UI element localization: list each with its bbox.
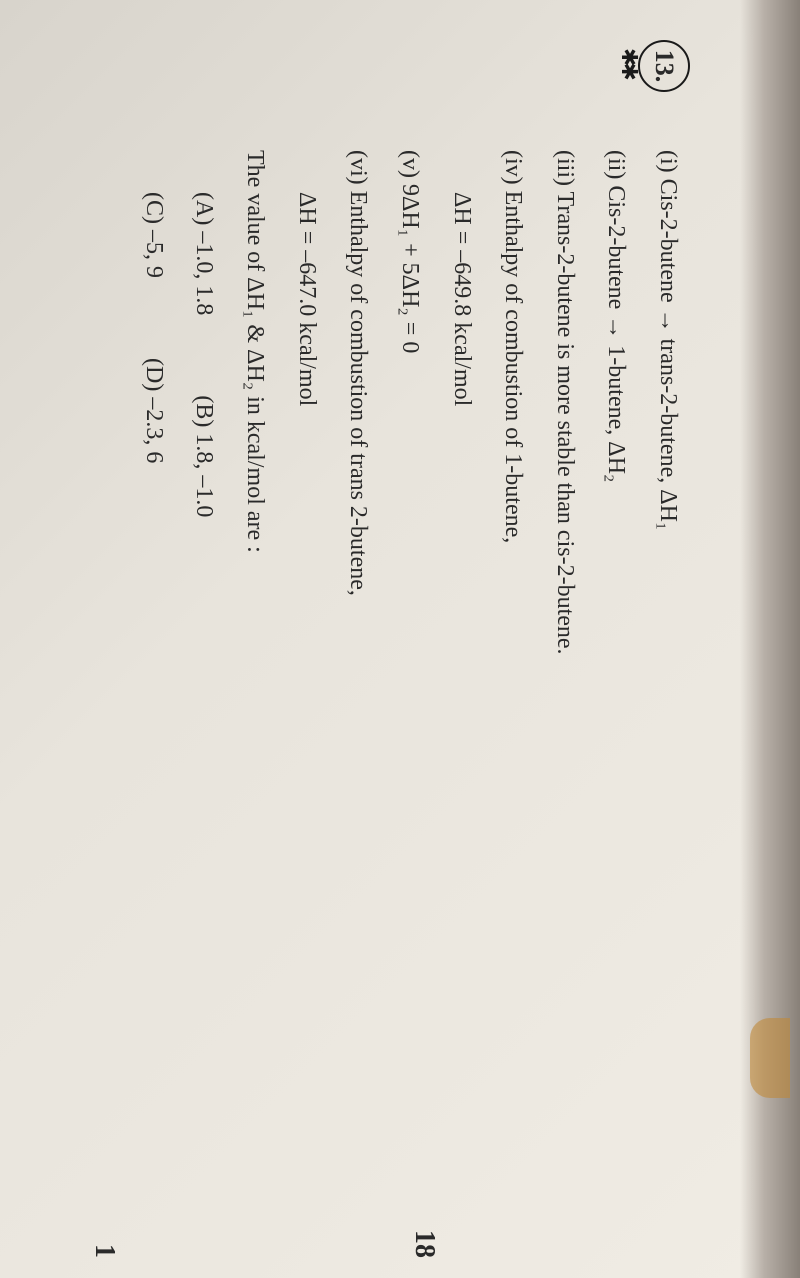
statement-iv: (iv) Enthalpy of combustion of 1-butene, xyxy=(490,150,536,1218)
statement-i: (i) Cis-2-butene → trans-2-butene, ΔH₁ xyxy=(644,150,690,1218)
statement-v: (v) 9ΔH₁ + 5ΔH₂ = 0 xyxy=(386,150,432,1218)
statement-vi: (vi) Enthalpy of combustion of trans 2-b… xyxy=(335,150,381,1218)
page-surface: 13. ✱✱ (i) Cis-2-butene → trans-2-butene… xyxy=(0,0,800,1278)
statement-ii: (ii) Cis-2-butene → 1-butene, ΔH₂ xyxy=(593,150,639,1218)
question-number: 13. xyxy=(638,40,690,92)
options-row-2: (C) –5, 9 (D) –2.3, 6 xyxy=(130,192,176,1218)
statement-iv-value: ΔH = –649.8 kcal/mol xyxy=(438,192,484,1218)
question-prompt: The value of ΔH₁ & ΔH₂ in kcal/mol are : xyxy=(232,150,278,1218)
margin-number-1: 18 xyxy=(408,1230,440,1258)
statement-iii: (iii) Trans-2-butene is more stable than… xyxy=(541,150,587,1218)
question-content: (i) Cis-2-butene → trans-2-butene, ΔH₁ (… xyxy=(130,150,690,1218)
option-b: (B) 1.8, –1.0 xyxy=(180,395,226,517)
corner-decoration xyxy=(750,1018,790,1098)
statement-vi-value: ΔH = –647.0 kcal/mol xyxy=(283,192,329,1218)
options-row-1: (A) –1.0, 1.8 (B) 1.8, –1.0 xyxy=(180,192,226,1218)
option-d: (D) –2.3, 6 xyxy=(130,358,176,463)
margin-number-2: 1 xyxy=(88,1244,120,1258)
option-c: (C) –5, 9 xyxy=(130,192,176,278)
option-a: (A) –1.0, 1.8 xyxy=(180,192,226,315)
star-annotation: ✱✱ xyxy=(616,48,642,77)
question-number-region: 13. ✱✱ xyxy=(630,40,690,100)
